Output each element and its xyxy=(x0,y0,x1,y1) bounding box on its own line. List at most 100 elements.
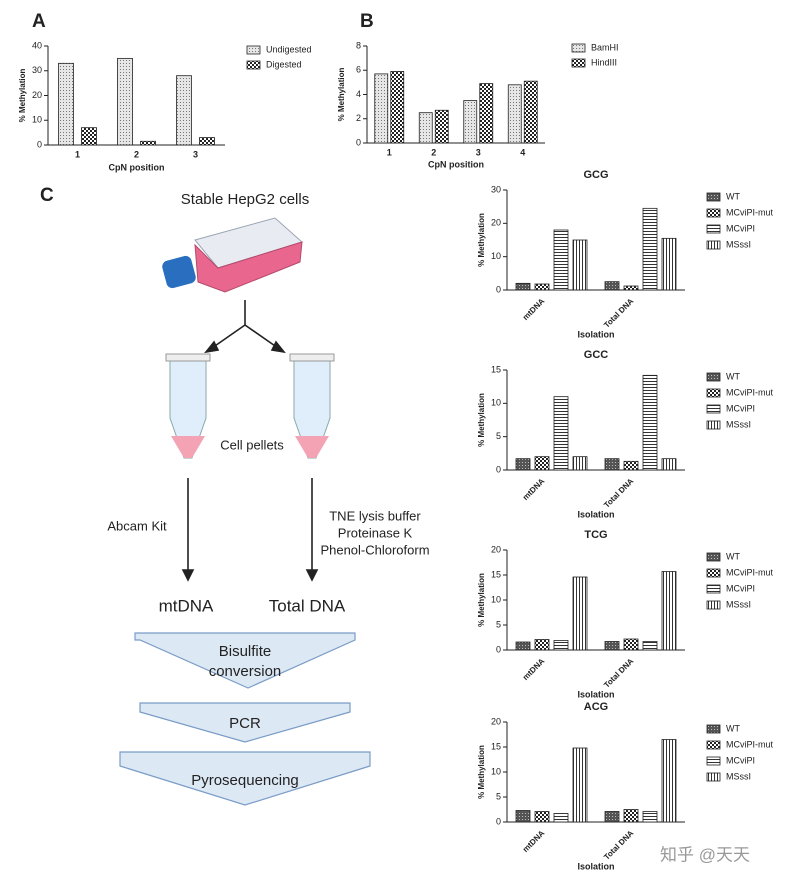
y-tick-label: 0 xyxy=(496,464,501,474)
x-tick-label: Total DNA xyxy=(602,476,635,509)
y-tick-label: 40 xyxy=(32,40,42,50)
chart-title: GCC xyxy=(584,349,609,361)
bar xyxy=(553,813,569,823)
y-tick-label: 20 xyxy=(491,218,501,228)
legend-label: Undigested xyxy=(266,44,312,54)
bar xyxy=(604,811,620,823)
step-text: Bisulfite xyxy=(219,643,272,660)
y-tick-label: 10 xyxy=(491,766,501,776)
legend-label: MSssI xyxy=(726,419,751,429)
watermark: 知乎 @天天 xyxy=(660,845,750,864)
legend-label: MCviPI-mut xyxy=(726,387,773,397)
diagram-text: Proteinase K xyxy=(338,525,413,540)
bar xyxy=(507,84,522,144)
legend-label: BamHI xyxy=(591,42,619,52)
bar xyxy=(642,207,658,291)
x-tick-label: mtDNA xyxy=(521,828,547,854)
bar xyxy=(553,396,569,471)
bar xyxy=(534,639,550,651)
y-axis-label: % Methylation xyxy=(477,573,486,627)
y-tick-label: 0 xyxy=(496,644,501,654)
y-tick-label: 8 xyxy=(356,40,361,50)
y-tick-label: 20 xyxy=(32,90,42,100)
legend-label: MCviPI xyxy=(726,755,755,765)
bar xyxy=(390,71,405,144)
y-tick-label: 20 xyxy=(491,544,501,554)
x-axis-label: CpN position xyxy=(428,159,484,169)
workflow-diagram: Stable HepG2 cells Cell pellets Abcam Ki… xyxy=(107,191,430,806)
legend-swatch xyxy=(706,420,721,430)
bar xyxy=(534,811,550,823)
y-tick-label: 10 xyxy=(491,251,501,261)
legend-swatch xyxy=(571,58,586,68)
y-axis-label: % Methylation xyxy=(337,67,346,121)
bar xyxy=(534,283,550,291)
x-tick-label: Total DNA xyxy=(602,296,635,329)
y-axis-label: % Methylation xyxy=(477,745,486,799)
bar xyxy=(604,641,620,651)
x-tick-label: 2 xyxy=(431,147,436,157)
chart-title: TCG xyxy=(584,529,607,541)
bar xyxy=(515,641,531,651)
legend-label: MCviPI xyxy=(726,403,755,413)
legend-label: MCviPI-mut xyxy=(726,567,773,577)
x-tick-label: 1 xyxy=(387,147,392,157)
bar xyxy=(572,239,588,291)
y-tick-label: 4 xyxy=(356,89,361,99)
legend-swatch xyxy=(706,772,721,782)
y-tick-label: 30 xyxy=(491,184,501,194)
bar xyxy=(604,458,620,471)
bar xyxy=(479,83,494,144)
x-axis-label: CpN position xyxy=(109,162,165,172)
step-arrows xyxy=(119,632,371,806)
tubes xyxy=(165,353,335,459)
bar xyxy=(623,285,639,291)
bar xyxy=(572,747,588,823)
panel-label: A xyxy=(32,11,46,32)
legend-label: WT xyxy=(726,723,740,733)
y-tick-label: 15 xyxy=(491,364,501,374)
y-tick-label: 2 xyxy=(356,113,361,123)
bar xyxy=(523,80,538,144)
y-tick-label: 20 xyxy=(491,716,501,726)
bar xyxy=(553,640,569,651)
panel-label: B xyxy=(360,11,374,32)
y-tick-label: 0 xyxy=(356,137,361,147)
legend-swatch xyxy=(246,60,261,70)
x-tick-label: 2 xyxy=(134,149,139,159)
legend-label: Digested xyxy=(266,59,302,69)
legend-swatch xyxy=(706,740,721,750)
step-text: conversion xyxy=(209,663,282,680)
y-tick-label: 5 xyxy=(496,431,501,441)
x-tick-label: mtDNA xyxy=(521,476,547,502)
diagram-text: TNE lysis buffer xyxy=(329,508,421,523)
bar xyxy=(623,809,639,823)
legend-label: MSssI xyxy=(726,599,751,609)
bar xyxy=(534,456,550,471)
x-tick-label: 4 xyxy=(520,147,525,157)
legend-swatch xyxy=(706,724,721,734)
y-tick-label: 30 xyxy=(32,65,42,75)
bar xyxy=(463,100,478,144)
y-tick-label: 0 xyxy=(496,284,501,294)
legend-swatch xyxy=(706,240,721,250)
legend-label: MCviPI-mut xyxy=(726,207,773,217)
legend-swatch xyxy=(571,43,586,53)
legend-label: MSssI xyxy=(726,771,751,781)
legend-swatch xyxy=(706,756,721,766)
legend-label: MCviPI-mut xyxy=(726,739,773,749)
y-tick-label: 5 xyxy=(496,619,501,629)
legend-swatch xyxy=(706,388,721,398)
flask-icon xyxy=(162,217,303,293)
x-axis-label: Isolation xyxy=(577,329,614,339)
bar xyxy=(176,75,192,146)
bar xyxy=(661,739,677,823)
diagram-text: mtDNA xyxy=(159,596,214,615)
bar xyxy=(515,810,531,823)
step-text: PCR xyxy=(229,715,261,732)
x-tick-label: 3 xyxy=(476,147,481,157)
bar xyxy=(199,137,215,146)
x-tick-label: Total DNA xyxy=(602,828,635,861)
x-axis-label: Isolation xyxy=(577,861,614,871)
